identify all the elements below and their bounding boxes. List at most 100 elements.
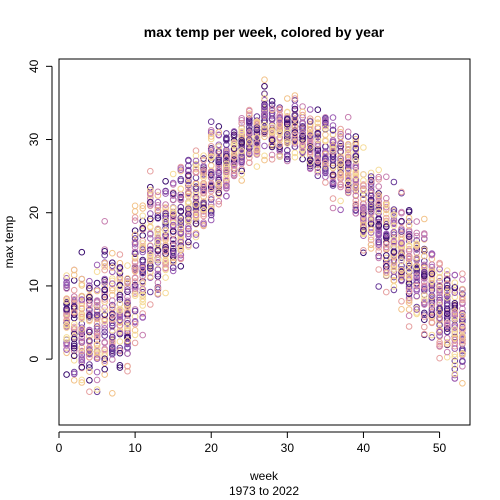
data-point	[223, 160, 230, 167]
data-point	[383, 232, 390, 240]
y-tick-label: 10	[27, 279, 41, 293]
data-point	[124, 320, 131, 327]
data-point	[116, 329, 124, 337]
data-point	[421, 215, 428, 223]
data-point	[185, 243, 192, 250]
data-point	[383, 195, 390, 202]
data-point	[421, 296, 428, 304]
data-point	[428, 301, 436, 308]
data-point	[162, 178, 169, 185]
data-point	[101, 296, 108, 303]
y-tick-label: 40	[27, 59, 41, 73]
data-point	[162, 265, 169, 272]
data-point	[78, 310, 86, 318]
data-point	[131, 319, 139, 326]
data-point	[238, 140, 245, 147]
data-point	[116, 296, 124, 303]
data-point	[352, 144, 360, 152]
data-point	[459, 286, 466, 294]
data-point	[284, 95, 291, 102]
data-point	[337, 164, 344, 171]
data-point	[86, 348, 93, 356]
data-point	[93, 350, 101, 358]
data-point	[215, 123, 223, 130]
data-point	[443, 314, 451, 321]
y-axis-label: max temp	[2, 215, 16, 268]
data-point	[299, 123, 306, 130]
data-point	[390, 211, 398, 219]
data-point	[131, 253, 139, 260]
data-point	[192, 152, 200, 160]
data-point	[405, 267, 413, 275]
data-point	[86, 277, 93, 285]
data-point	[314, 119, 322, 127]
data-point	[139, 205, 146, 212]
data-point	[86, 344, 93, 352]
data-point	[246, 150, 253, 157]
data-point	[329, 195, 337, 202]
data-point	[314, 166, 322, 174]
data-point	[291, 102, 299, 110]
data-point	[139, 289, 146, 296]
data-point	[367, 180, 375, 187]
data-point	[314, 131, 322, 138]
data-point	[169, 196, 177, 204]
data-point	[109, 297, 116, 305]
data-point	[344, 177, 352, 184]
data-point	[459, 276, 466, 283]
data-point	[299, 150, 306, 158]
x-axis-label: week	[249, 469, 279, 483]
data-point	[86, 364, 93, 371]
data-point	[93, 386, 101, 393]
data-point	[207, 204, 215, 211]
data-point	[459, 337, 466, 345]
data-point	[116, 251, 124, 258]
data-point	[367, 241, 375, 249]
data-point	[306, 158, 314, 166]
data-point	[383, 240, 390, 248]
data-point	[390, 228, 398, 236]
data-point	[63, 296, 70, 303]
data-point	[185, 172, 192, 179]
data-point	[86, 312, 93, 320]
data-point	[78, 325, 86, 333]
data-point	[177, 218, 185, 225]
data-point	[86, 284, 93, 292]
data-point	[154, 229, 162, 236]
data-point	[390, 178, 398, 186]
data-point	[276, 153, 284, 160]
data-point	[375, 230, 383, 237]
data-point	[329, 204, 337, 212]
data-point	[230, 154, 238, 161]
data-point	[375, 254, 383, 262]
data-point	[238, 128, 245, 135]
data-point	[93, 325, 101, 333]
data-point	[192, 201, 200, 209]
data-point	[299, 132, 306, 140]
data-point	[131, 288, 139, 295]
data-point	[207, 187, 215, 195]
data-point	[200, 167, 207, 174]
data-point	[451, 293, 459, 301]
data-point	[215, 198, 223, 205]
data-point	[344, 143, 352, 151]
data-point	[177, 238, 185, 246]
data-point	[63, 281, 70, 289]
y-tick-label: 30	[27, 133, 41, 147]
data-point	[93, 388, 101, 396]
data-point	[162, 231, 169, 239]
data-point	[124, 337, 131, 345]
data-point	[291, 95, 299, 102]
data-point	[413, 254, 421, 261]
data-point	[421, 285, 428, 293]
data-point	[147, 167, 154, 175]
data-point	[443, 328, 451, 336]
data-point	[78, 352, 86, 359]
data-point	[306, 118, 314, 125]
data-point	[360, 247, 367, 254]
data-point	[451, 370, 459, 378]
data-point	[131, 217, 139, 224]
data-point	[139, 262, 146, 270]
data-point	[299, 136, 306, 143]
data-point	[306, 130, 314, 137]
